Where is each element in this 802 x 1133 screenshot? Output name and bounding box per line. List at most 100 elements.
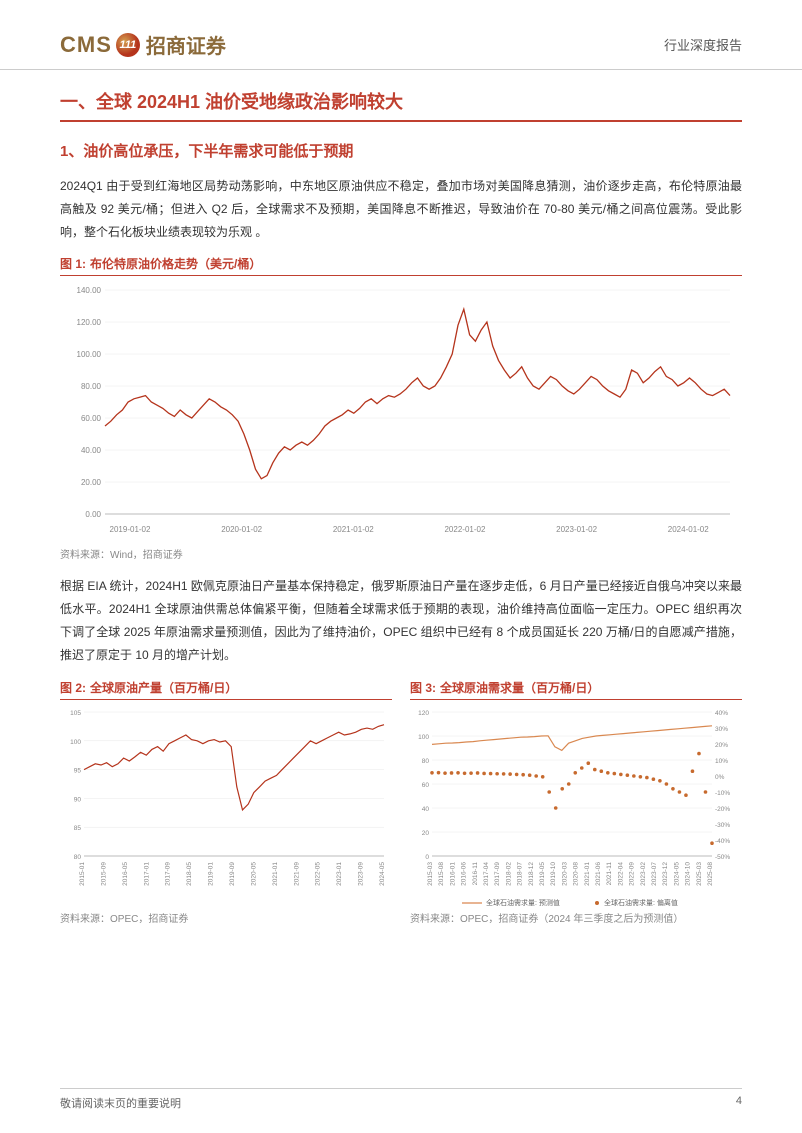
svg-text:2023-01-02: 2023-01-02 <box>556 525 597 534</box>
section-heading-1: 一、全球 2024H1 油价受地缘政治影响较大 <box>60 88 742 122</box>
svg-text:2024-01-02: 2024-01-02 <box>668 525 709 534</box>
svg-text:2015-08: 2015-08 <box>438 861 445 885</box>
svg-text:40.00: 40.00 <box>81 446 102 455</box>
svg-text:100.00: 100.00 <box>77 350 102 359</box>
svg-text:2015-09: 2015-09 <box>100 861 107 885</box>
svg-text:2024-05: 2024-05 <box>673 861 680 885</box>
svg-text:-10%: -10% <box>715 790 730 797</box>
logo-zh-text: 招商证券 <box>146 30 226 59</box>
svg-text:2018-05: 2018-05 <box>186 861 193 885</box>
section-heading-2: 1、油价高位承压，下半年需求可能低于预期 <box>60 140 742 161</box>
svg-text:2020-08: 2020-08 <box>573 861 580 885</box>
svg-text:2016-06: 2016-06 <box>461 861 468 885</box>
svg-text:2015-01: 2015-01 <box>79 861 86 885</box>
svg-text:-20%: -20% <box>715 806 730 813</box>
svg-text:2023-07: 2023-07 <box>651 861 658 885</box>
header-category: 行业深度报告 <box>664 35 742 54</box>
svg-text:全球石油需求量: 预测值: 全球石油需求量: 预测值 <box>486 898 560 906</box>
svg-text:2022-05: 2022-05 <box>315 861 322 885</box>
svg-text:2024-05: 2024-05 <box>379 861 386 885</box>
svg-text:2022-04: 2022-04 <box>617 861 624 885</box>
page-number: 4 <box>736 1095 742 1111</box>
svg-text:0.00: 0.00 <box>85 510 101 519</box>
svg-text:80.00: 80.00 <box>81 382 102 391</box>
figure-1-num: 图 1: <box>60 257 86 271</box>
paragraph-1: 2024Q1 由于受到红海地区局势动荡影响，中东地区原油供应不稳定，叠加市场对美… <box>60 175 742 243</box>
figure-3-chart: 020406080100120-50%-40%-30%-20%-10%0%10%… <box>410 706 742 906</box>
figure-3-text: 全球原油需求量（百万桶/日） <box>440 681 599 695</box>
figure-3-source: 资料来源：OPEC，招商证券（2024 年三季度之后为预测值） <box>410 910 742 925</box>
svg-text:2019-01: 2019-01 <box>208 861 215 885</box>
svg-text:2023-12: 2023-12 <box>662 861 669 885</box>
svg-text:140.00: 140.00 <box>77 286 102 295</box>
svg-text:0: 0 <box>425 854 429 861</box>
svg-text:0%: 0% <box>715 774 725 781</box>
figure-2-num: 图 2: <box>60 681 86 695</box>
svg-text:2021-01: 2021-01 <box>272 861 279 885</box>
svg-text:-40%: -40% <box>715 838 730 845</box>
svg-text:90: 90 <box>74 796 82 803</box>
svg-text:2016-11: 2016-11 <box>472 861 479 885</box>
svg-text:120.00: 120.00 <box>77 318 102 327</box>
svg-text:-50%: -50% <box>715 854 730 861</box>
svg-text:80: 80 <box>74 854 82 861</box>
logo-cms-text: CMS <box>60 32 112 58</box>
svg-text:2020-01-02: 2020-01-02 <box>221 525 262 534</box>
svg-text:60.00: 60.00 <box>81 414 102 423</box>
svg-text:2019-09: 2019-09 <box>229 861 236 885</box>
svg-text:2021-11: 2021-11 <box>606 861 613 885</box>
figure-1-source: 资料来源：Wind，招商证券 <box>60 546 742 561</box>
svg-text:2019-10: 2019-10 <box>550 861 557 885</box>
figure-3-col: 图 3:全球原油需求量（百万桶/日） 020406080100120-50%-4… <box>410 679 742 939</box>
svg-text:2020-05: 2020-05 <box>250 861 257 885</box>
svg-text:20.00: 20.00 <box>81 478 102 487</box>
svg-text:2021-06: 2021-06 <box>595 861 602 885</box>
content-area: 一、全球 2024H1 油价受地缘政治影响较大 1、油价高位承压，下半年需求可能… <box>0 70 802 939</box>
brent-price-chart: 0.00 20.00 40.00 60.00 80.00 100.00 120.00 140.… <box>60 282 740 542</box>
svg-text:85: 85 <box>74 825 82 832</box>
svg-text:2020-03: 2020-03 <box>561 861 568 885</box>
svg-text:2022-09: 2022-09 <box>629 861 636 885</box>
svg-text:2025-08: 2025-08 <box>707 861 714 885</box>
svg-text:80: 80 <box>422 758 430 765</box>
svg-text:2017-09: 2017-09 <box>165 861 172 885</box>
svg-text:20%: 20% <box>715 742 728 749</box>
svg-text:2018-02: 2018-02 <box>505 861 512 885</box>
svg-text:2018-12: 2018-12 <box>528 861 535 885</box>
footer-disclaimer: 敬请阅读末页的重要说明 <box>60 1095 181 1111</box>
svg-text:2022-01-02: 2022-01-02 <box>444 525 485 534</box>
svg-text:2023-02: 2023-02 <box>640 861 647 885</box>
page-footer: 敬请阅读末页的重要说明 4 <box>60 1088 742 1111</box>
svg-text:10%: 10% <box>715 758 728 765</box>
figure-1-chart: 0.00 20.00 40.00 60.00 80.00 100.00 120.00 140.… <box>60 282 742 542</box>
svg-text:40: 40 <box>422 806 430 813</box>
svg-text:全球石油需求量: 偏离值: 全球石油需求量: 偏离值 <box>604 898 678 906</box>
logo-badge-icon: 111 <box>116 33 140 57</box>
two-column-charts: 图 2:全球原油产量（百万桶/日） 808590951001052015-012… <box>60 679 742 939</box>
svg-text:-30%: -30% <box>715 822 730 829</box>
figure-2-text: 全球原油产量（百万桶/日） <box>90 681 237 695</box>
svg-text:2015-03: 2015-03 <box>427 861 434 885</box>
svg-text:40%: 40% <box>715 710 728 717</box>
svg-text:2024-10: 2024-10 <box>685 861 692 885</box>
figure-1-title: 图 1: 布伦特原油价格走势（美元/桶） <box>60 255 742 276</box>
svg-text:30%: 30% <box>715 726 728 733</box>
svg-text:2019-01-02: 2019-01-02 <box>110 525 151 534</box>
svg-text:2018-07: 2018-07 <box>517 861 524 885</box>
svg-text:2019-05: 2019-05 <box>539 861 546 885</box>
figure-3-num: 图 3: <box>410 681 436 695</box>
crude-demand-chart: 020406080100120-50%-40%-30%-20%-10%0%10%… <box>410 706 740 906</box>
page-header: CMS 111 招商证券 行业深度报告 <box>0 0 802 70</box>
svg-text:2025-03: 2025-03 <box>696 861 703 885</box>
svg-text:2017-01: 2017-01 <box>143 861 150 885</box>
svg-text:120: 120 <box>418 710 429 717</box>
paragraph-2: 根据 EIA 统计，2024H1 欧佩克原油日产量基本保持稳定，俄罗斯原油日产量… <box>60 575 742 666</box>
crude-production-chart: 808590951001052015-012015-092016-052017-… <box>60 706 390 906</box>
svg-text:60: 60 <box>422 782 430 789</box>
svg-text:2017-04: 2017-04 <box>483 861 490 885</box>
figure-2-source: 资料来源：OPEC，招商证券 <box>60 910 392 925</box>
figure-2-col: 图 2:全球原油产量（百万桶/日） 808590951001052015-012… <box>60 679 392 939</box>
svg-text:2021-01: 2021-01 <box>584 861 591 885</box>
logo-area: CMS 111 招商证券 <box>60 30 226 59</box>
figure-1-text: 布伦特原油价格走势（美元/桶） <box>90 257 261 271</box>
